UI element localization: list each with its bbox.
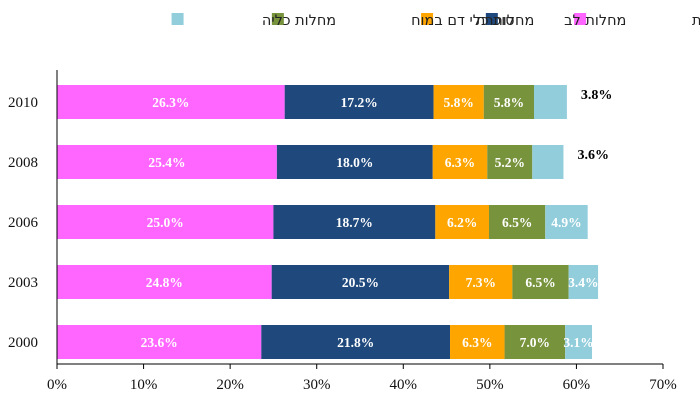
bar-segment — [57, 265, 272, 299]
legend-label: סוכרת — [476, 13, 515, 29]
bar-segment — [435, 205, 489, 239]
legend-swatch — [485, 13, 498, 25]
bar-segment — [483, 85, 535, 119]
bar-segment — [504, 325, 566, 359]
data-label: 3.6% — [577, 148, 609, 163]
bar-segment — [449, 265, 513, 299]
bar-segment — [532, 145, 564, 179]
x-tick-label: 10% — [130, 377, 158, 393]
bar-segment — [488, 205, 546, 239]
category-label: 2006 — [8, 215, 39, 231]
data-label: 3.4% — [568, 275, 598, 290]
data-label: 18.0% — [336, 155, 373, 170]
bar-segment — [261, 325, 451, 359]
data-label: 6.3% — [462, 335, 492, 350]
data-label: 18.7% — [336, 215, 373, 230]
data-label: 23.6% — [141, 335, 178, 350]
data-label: 6.2% — [447, 215, 477, 230]
bar-segment — [57, 145, 277, 179]
category-label: 2008 — [8, 155, 38, 171]
data-label: 20.5% — [342, 275, 379, 290]
bar-segment — [512, 265, 569, 299]
x-tick-label: 30% — [303, 377, 331, 393]
data-label: 3.1% — [563, 335, 593, 350]
data-label: 6.3% — [445, 155, 475, 170]
data-label: 6.5% — [525, 275, 555, 290]
category-label: 2000 — [8, 335, 38, 351]
bar-segment — [284, 85, 434, 119]
data-label: 25.0% — [147, 215, 184, 230]
legend-label: מחלות כלי דם במוח — [411, 13, 534, 29]
bar-segment — [271, 265, 450, 299]
bar-segment — [534, 85, 567, 119]
bar-segment — [57, 85, 285, 119]
data-label: 26.3% — [152, 95, 189, 110]
plot-area: 2010 26.3% 17.2% 5.8% 5.8% 3.8% 2008 25.4% 18.0%… — [8, 85, 612, 359]
x-tick-label: 0% — [47, 377, 67, 393]
legend-swatch — [574, 13, 587, 25]
legend-label: שאתות ממאירות — [692, 13, 700, 29]
x-tick-label: 50% — [476, 377, 504, 393]
bar-segment — [276, 145, 433, 179]
data-label: 7.3% — [466, 275, 496, 290]
category-label: 2003 — [8, 275, 38, 291]
legend-swatch — [171, 13, 184, 25]
data-label: 21.8% — [337, 335, 374, 350]
legend-label: מחלות כליה — [262, 13, 336, 29]
bar-segment — [487, 145, 533, 179]
data-label: 6.5% — [502, 215, 532, 230]
bar-segment — [568, 265, 599, 299]
bar-segment — [57, 325, 262, 359]
data-label: 7.0% — [520, 335, 550, 350]
bar-segment — [57, 205, 274, 239]
legend-swatch — [421, 13, 434, 25]
data-label: 3.8% — [581, 88, 613, 103]
bar-segment — [432, 145, 488, 179]
bar-segment — [450, 325, 505, 359]
x-tick-label: 70% — [649, 377, 677, 393]
data-label: 4.9% — [551, 215, 581, 230]
bar-segment — [565, 325, 593, 359]
data-label: 5.2% — [495, 155, 525, 170]
category-label: 2010 — [8, 95, 38, 111]
x-tick-label: 40% — [390, 377, 418, 393]
bar-segment — [433, 85, 484, 119]
legend-swatch — [271, 13, 284, 25]
axes: 0% 10% 20% 30% 40% 50% 60% 70% — [47, 70, 677, 393]
x-tick-label: 20% — [216, 377, 244, 393]
x-tick-label: 60% — [563, 377, 591, 393]
bar-segment — [545, 205, 588, 239]
data-label: 24.8% — [146, 275, 183, 290]
data-label: 5.8% — [494, 95, 524, 110]
data-label: 17.2% — [341, 95, 378, 110]
legend-label: מחלות לב — [564, 13, 626, 29]
data-label: 5.8% — [444, 95, 474, 110]
bar-segment — [273, 205, 436, 239]
data-label: 25.4% — [148, 155, 185, 170]
